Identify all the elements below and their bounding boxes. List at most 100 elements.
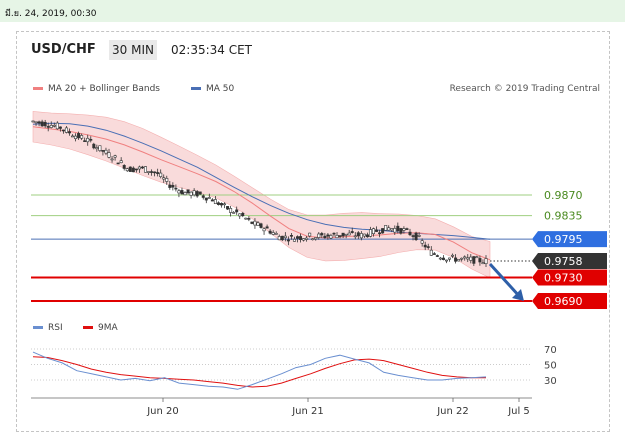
- candle-body: [219, 203, 223, 206]
- candle-body: [77, 133, 81, 139]
- candle-body: [381, 228, 385, 234]
- candle-body: [280, 235, 284, 241]
- candle-body: [134, 168, 138, 171]
- candle-body: [432, 253, 436, 255]
- candle-body: [326, 234, 330, 237]
- candle-body: [262, 228, 266, 232]
- candle-body: [463, 256, 467, 259]
- candle-body: [441, 257, 445, 260]
- candle-body: [314, 237, 318, 240]
- candles: [31, 119, 488, 267]
- candle-body: [195, 191, 199, 197]
- candle-body: [311, 238, 315, 241]
- candle-body: [268, 230, 272, 234]
- candle-body: [423, 244, 427, 248]
- rsi-tick-70: 70: [544, 345, 557, 356]
- candle-body: [475, 256, 479, 259]
- price-label-bg-0.9690: [532, 293, 607, 309]
- candle-body: [308, 232, 312, 237]
- price-label-0.9690: 0.9690: [544, 295, 583, 308]
- candle-body: [92, 143, 96, 149]
- candle-body: [140, 166, 144, 169]
- candle-body: [46, 126, 50, 128]
- candle-body: [37, 121, 41, 124]
- rsi-tick-30: 30: [544, 376, 557, 387]
- candle-body: [223, 203, 227, 206]
- candle-body: [259, 223, 263, 228]
- candle-body: [107, 152, 111, 158]
- candle-body: [89, 138, 93, 141]
- legend-ma50: MA 50: [191, 83, 234, 95]
- candle-body: [384, 225, 388, 231]
- candle-body: [457, 259, 461, 262]
- candle-body: [174, 187, 178, 190]
- price-label-0.9730: 0.9730: [544, 271, 583, 284]
- candle-body: [289, 235, 293, 237]
- candle-body: [353, 235, 357, 238]
- candle-body: [484, 258, 488, 264]
- candle-body: [192, 190, 196, 196]
- candle-body: [250, 221, 254, 224]
- candle-body: [271, 232, 275, 235]
- chart-frame: [16, 31, 610, 432]
- candle-body: [448, 257, 452, 260]
- candle-body: [296, 236, 300, 239]
- ma50-swatch: [191, 87, 201, 90]
- candle-body: [238, 213, 242, 217]
- candle-body: [460, 257, 464, 260]
- candle-body: [241, 212, 245, 217]
- candle-body: [478, 258, 482, 263]
- rsi-swatch: [33, 326, 43, 329]
- candle-body: [344, 233, 348, 236]
- x-tick-label: Jun 21: [291, 406, 324, 417]
- candle-body: [171, 185, 175, 188]
- candle-body: [396, 225, 400, 232]
- candle-body: [399, 228, 403, 234]
- forecast-arrow-head: [512, 289, 524, 301]
- price-label-0.9795: 0.9795: [544, 233, 583, 246]
- candle-body: [356, 232, 360, 237]
- candle-body: [414, 232, 418, 241]
- x-tick-label: Jul 5: [507, 406, 530, 417]
- candle-body: [274, 233, 278, 235]
- candle-body: [210, 199, 214, 202]
- candle-body: [125, 168, 129, 172]
- candle-body: [481, 262, 485, 265]
- candle-body: [338, 235, 342, 237]
- candle-body: [207, 197, 211, 199]
- candle-body: [451, 254, 455, 257]
- candle-body: [177, 190, 181, 194]
- candle-body: [159, 172, 163, 177]
- x-tick-label: Jun 20: [146, 406, 179, 417]
- candle-body: [454, 257, 458, 262]
- candle-body: [40, 121, 44, 127]
- candle-body: [229, 208, 233, 213]
- price-label-0.9835: 0.9835: [544, 210, 583, 223]
- ma20-swatch: [33, 87, 43, 90]
- candle-body: [375, 229, 379, 232]
- candle-body: [156, 172, 160, 174]
- ma20-line: [32, 126, 491, 261]
- candle-body: [98, 145, 102, 151]
- candle-body: [335, 234, 339, 239]
- candle-body: [444, 259, 448, 262]
- candle-body: [469, 256, 473, 261]
- candle-body: [49, 125, 53, 128]
- candle-body: [417, 235, 421, 237]
- candle-body: [365, 234, 369, 238]
- timeframe-button[interactable]: 30 MIN: [109, 40, 157, 60]
- candle-body: [110, 158, 114, 161]
- legend-rsi: RSI: [33, 322, 63, 334]
- candle-body: [71, 135, 75, 138]
- candle-body: [168, 184, 172, 188]
- rsi-line: [32, 351, 487, 390]
- candle-body: [317, 233, 321, 238]
- research-credit: Research © 2019 Trading Central: [449, 84, 600, 94]
- candle-body: [113, 155, 117, 158]
- ma20-label: MA 20 + Bollinger Bands: [48, 84, 160, 94]
- candle-body: [426, 246, 430, 248]
- rsi-9ma-line: [32, 356, 486, 388]
- candle-body: [466, 257, 470, 260]
- candle-body: [31, 120, 35, 123]
- candle-body: [411, 235, 415, 237]
